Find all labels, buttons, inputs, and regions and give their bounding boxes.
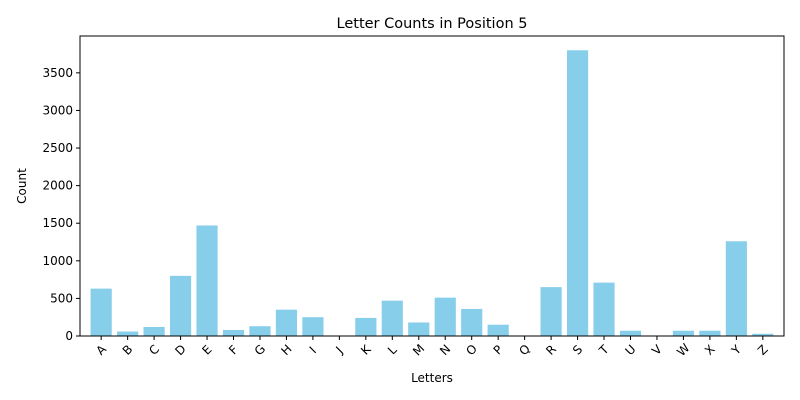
bar-h (275, 309, 298, 336)
x-tick-label-u: U (622, 342, 638, 358)
x-tick-label-g: G (252, 342, 268, 358)
bar-l (381, 300, 403, 336)
bar-r (540, 287, 562, 336)
y-tick-label: 1500 (42, 216, 73, 230)
bar-a (90, 288, 112, 336)
x-tick-label-w: W (674, 341, 692, 359)
bar-k (355, 317, 377, 336)
bar-b (117, 331, 139, 336)
bar-x (699, 330, 721, 336)
x-tick-label-f: F (226, 343, 241, 358)
y-tick-label: 1000 (42, 254, 73, 268)
bar-n (434, 297, 456, 336)
y-tick-label: 2500 (42, 141, 73, 155)
x-tick-label-j: J (332, 344, 345, 357)
x-tick-label-r: R (543, 342, 559, 358)
x-tick-label-y: Y (728, 342, 744, 358)
x-axis-label: Letters (411, 371, 453, 385)
x-tick-label-x: X (702, 342, 718, 358)
x-tick-label-b: B (120, 342, 136, 358)
x-tick-label-a: A (93, 342, 109, 358)
bar-y (725, 241, 747, 336)
x-tick-label-v: V (649, 342, 665, 358)
y-tick-label: 3500 (42, 66, 73, 80)
x-tick-label-q: Q (516, 342, 533, 359)
bar-f (222, 329, 245, 336)
bar-z (752, 333, 774, 336)
bar-d (169, 275, 192, 336)
x-tick-label-e: E (199, 342, 214, 357)
plot-area: 0 500 1000 1500 2000 2500 3000 3500 A B C D E F G H I J K L… (42, 35, 785, 359)
x-tick-label-d: D (172, 342, 188, 358)
x-tick-label-c: C (146, 342, 162, 358)
y-axis-label: Count (15, 168, 29, 204)
x-tick-label-o: O (463, 342, 480, 359)
x-tick-label-m: M (410, 341, 427, 358)
chart-title: Letter Counts in Position 5 (337, 16, 528, 32)
x-tick-label-h: H (278, 342, 294, 358)
bar-m (408, 322, 430, 336)
bar-s (566, 50, 589, 336)
x-tick-label-k: K (358, 341, 374, 357)
x-tick-label-s: S (570, 342, 585, 357)
bar-p (487, 324, 509, 336)
x-tick-label-p: P (491, 342, 506, 357)
y-tick-label: 0 (65, 329, 73, 343)
x-tick-label-i: I (307, 344, 319, 356)
x-tick-label-n: N (437, 342, 453, 358)
y-tick-label: 2000 (42, 179, 73, 193)
x-tick-label-t: T (596, 342, 612, 358)
bar-c (143, 326, 165, 336)
x-tick-label-l: L (385, 342, 400, 357)
bar-i (302, 317, 324, 336)
y-tick-label: 3000 (42, 103, 73, 117)
bar-e (196, 225, 218, 336)
bar-g (249, 326, 271, 336)
bar-o (461, 308, 483, 336)
bar-w (672, 330, 695, 336)
bar-t (593, 282, 615, 336)
y-tick-label: 500 (50, 291, 73, 305)
x-tick-label-z: Z (755, 342, 771, 358)
bar-u (619, 330, 642, 336)
